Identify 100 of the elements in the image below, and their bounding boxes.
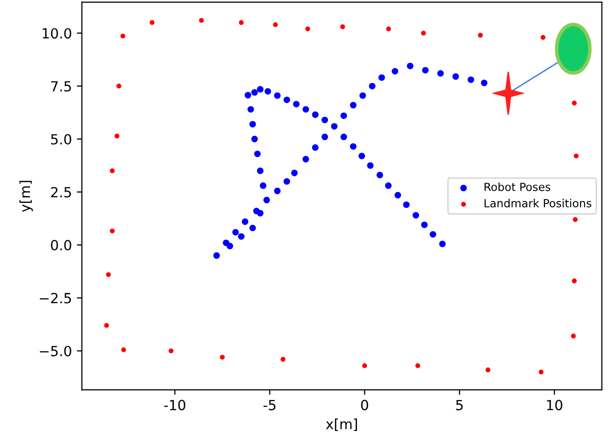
point xyxy=(116,84,122,88)
point xyxy=(106,272,111,278)
point xyxy=(284,96,290,104)
point xyxy=(274,92,281,99)
y-tick-label: 5.0 xyxy=(51,134,72,145)
point xyxy=(256,168,264,174)
point xyxy=(415,363,420,368)
point xyxy=(110,168,115,174)
point xyxy=(358,152,366,160)
point xyxy=(256,86,264,93)
point xyxy=(572,100,577,106)
y-tick-label: −2.5 xyxy=(40,292,71,304)
point xyxy=(437,70,444,77)
point xyxy=(486,368,490,372)
point xyxy=(302,106,310,113)
point xyxy=(284,178,290,185)
point xyxy=(322,134,328,140)
point xyxy=(468,76,474,83)
point xyxy=(150,20,154,25)
point xyxy=(242,218,248,225)
point xyxy=(293,100,300,108)
point xyxy=(222,240,230,246)
point xyxy=(274,188,281,194)
point xyxy=(302,156,310,162)
point xyxy=(312,111,319,118)
point xyxy=(199,18,204,23)
legend-label: Robot Poses xyxy=(484,182,550,192)
point xyxy=(574,154,579,158)
point xyxy=(368,82,376,90)
x-tick-label: 10 xyxy=(547,400,562,410)
x-tick-label: -5 xyxy=(264,400,276,410)
point xyxy=(249,224,256,232)
x-tick-label: 5 xyxy=(456,400,463,410)
point xyxy=(385,182,392,189)
point xyxy=(572,278,577,284)
point xyxy=(452,73,459,80)
point xyxy=(386,26,391,32)
point xyxy=(253,208,260,214)
point xyxy=(244,92,252,98)
point xyxy=(421,222,428,228)
y-tick-label: 10.0 xyxy=(42,28,72,39)
y-tick-label: 7.5 xyxy=(51,81,71,92)
point xyxy=(251,89,258,96)
point xyxy=(220,354,225,360)
point xyxy=(570,334,576,338)
point xyxy=(104,323,109,328)
point xyxy=(376,172,384,178)
y-axis-title: y[m] xyxy=(19,180,33,212)
point xyxy=(232,228,239,236)
point xyxy=(394,192,402,198)
point xyxy=(249,120,256,128)
point xyxy=(213,252,220,259)
point xyxy=(238,20,244,25)
point xyxy=(350,102,356,108)
y-tick-label: −5.0 xyxy=(40,346,72,356)
point xyxy=(412,212,420,219)
point xyxy=(439,240,446,248)
point xyxy=(359,92,366,99)
point xyxy=(260,182,266,189)
point xyxy=(540,34,546,40)
point xyxy=(264,88,272,95)
point xyxy=(120,34,126,38)
point xyxy=(312,144,319,151)
point xyxy=(114,134,120,138)
point xyxy=(254,150,261,158)
point xyxy=(422,66,429,74)
point xyxy=(110,228,115,234)
point xyxy=(367,162,374,169)
x-tick-label: 0 xyxy=(361,400,368,410)
point xyxy=(421,30,426,36)
point xyxy=(406,62,414,70)
y-tick-label: 2.5 xyxy=(51,186,71,198)
point xyxy=(263,196,270,204)
point xyxy=(248,106,254,113)
y-tick-label: 0.0 xyxy=(50,240,72,250)
x-axis-title: x[m] xyxy=(326,418,357,431)
point xyxy=(291,170,298,176)
point xyxy=(238,233,245,240)
point xyxy=(340,134,348,140)
point xyxy=(350,143,356,150)
point xyxy=(572,217,578,222)
point xyxy=(340,24,346,30)
point xyxy=(322,116,328,124)
point xyxy=(362,363,368,368)
point xyxy=(340,112,348,119)
point xyxy=(331,123,338,130)
legend-label: Landmark Positions xyxy=(484,198,592,208)
point xyxy=(392,68,398,75)
point xyxy=(538,370,544,374)
point xyxy=(168,348,174,354)
point xyxy=(251,136,258,142)
point xyxy=(478,32,483,38)
point xyxy=(121,347,126,352)
point xyxy=(403,201,410,208)
point xyxy=(305,26,310,32)
point xyxy=(280,356,286,362)
point xyxy=(378,74,385,81)
point xyxy=(430,231,436,238)
point xyxy=(273,22,278,28)
x-tick-label: -10 xyxy=(164,400,186,410)
